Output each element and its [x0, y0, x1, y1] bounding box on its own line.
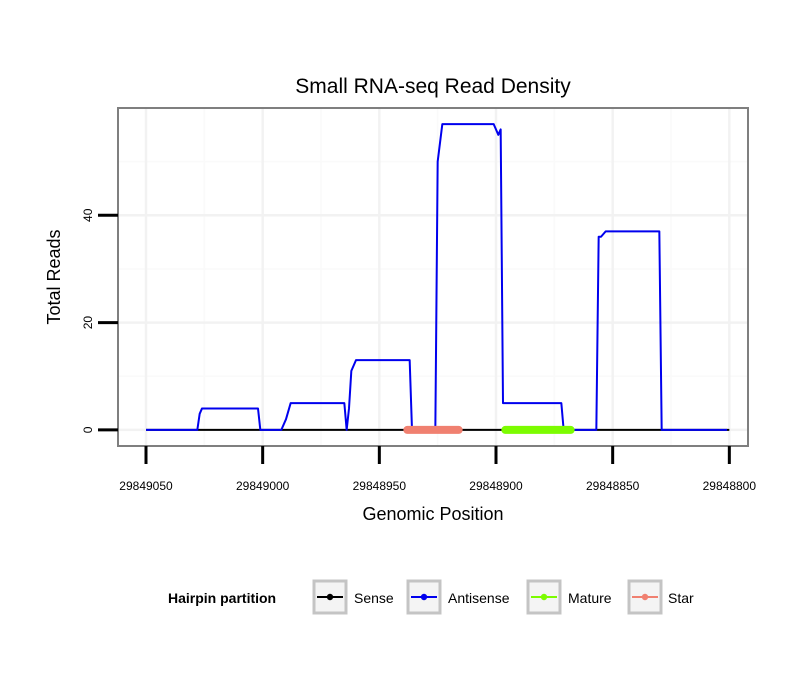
y-axis-title: Total Reads: [44, 229, 64, 324]
legend-dot-star: [641, 593, 649, 601]
legend-dot-sense: [326, 593, 334, 601]
legend-item-sense: Sense: [312, 579, 394, 615]
x-axis-title: Genomic Position: [362, 504, 503, 524]
legend-title: Hairpin partition: [168, 590, 276, 606]
x-tick-label-0: 29849050: [119, 479, 173, 493]
plot-panel: [118, 108, 748, 446]
legend-label-antisense: Antisense: [448, 590, 510, 606]
x-axis: 29849050 29849000 29848950 29848900 29848850…: [119, 446, 756, 493]
legend-label-sense: Sense: [354, 590, 394, 606]
y-axis: 0 20 40: [81, 208, 118, 433]
legend-label-star: Star: [668, 590, 694, 606]
y-tick-label-1: 20: [81, 316, 95, 330]
legend-item-antisense: Antisense: [406, 579, 510, 615]
legend: Hairpin partition Sense Antisense Mature…: [168, 579, 694, 615]
y-tick-label-0: 0: [81, 426, 95, 433]
legend-label-mature: Mature: [568, 590, 612, 606]
x-tick-label-4: 29848850: [586, 479, 640, 493]
x-tick-label-5: 29848800: [703, 479, 757, 493]
legend-dot-antisense: [420, 593, 428, 601]
chart-title: Small RNA-seq Read Density: [295, 75, 571, 98]
y-tick-label-2: 40: [81, 208, 95, 222]
x-tick-label-1: 29849000: [236, 479, 290, 493]
x-tick-label-2: 29848950: [353, 479, 407, 493]
legend-dot-mature: [540, 593, 548, 601]
legend-item-mature: Mature: [526, 579, 612, 615]
x-tick-label-3: 29848900: [469, 479, 523, 493]
legend-item-star: Star: [627, 579, 694, 615]
plot-border: [117, 107, 749, 447]
